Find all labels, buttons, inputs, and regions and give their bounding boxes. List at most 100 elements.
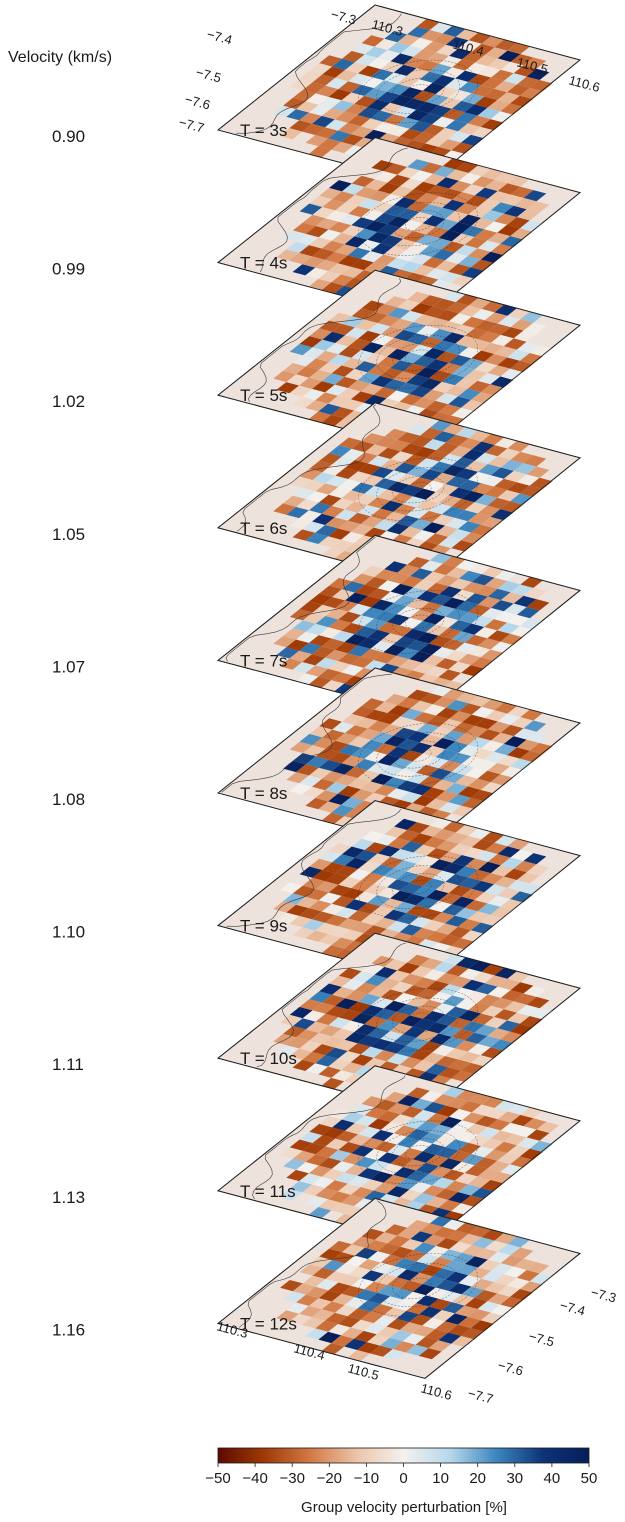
- grid-cell: [471, 615, 495, 627]
- grid-cell: [497, 581, 521, 593]
- grid-cell: [380, 1296, 404, 1308]
- grid-cell: [387, 174, 411, 186]
- grid-cell: [331, 804, 355, 817]
- grid-cell: [393, 329, 417, 342]
- grid-cell: [500, 194, 524, 206]
- grid-cell: [445, 517, 468, 529]
- grid-cell: [396, 647, 420, 660]
- grid-cell: [371, 732, 394, 744]
- grid-cell: [350, 126, 374, 138]
- grid-cell: [377, 1152, 400, 1164]
- grid-cell: [406, 109, 429, 121]
- grid-cell: [416, 101, 439, 114]
- grid-cell: [407, 689, 430, 701]
- grid-cell: [412, 1151, 436, 1163]
- grid-cell: [360, 781, 384, 793]
- grid-cell: [299, 1040, 322, 1052]
- grid-cell: [302, 82, 326, 94]
- grid-cell: [305, 491, 329, 503]
- grid-cell: [410, 833, 433, 845]
- grid-cell: [361, 607, 384, 619]
- grid-cell: [321, 108, 345, 120]
- grid-cell: [494, 1141, 517, 1153]
- grid-cell: [357, 107, 381, 119]
- grid-cell: [429, 1215, 453, 1227]
- grid-cell: [474, 229, 498, 241]
- grid-cell: [526, 68, 550, 80]
- grid-cell: [487, 456, 511, 468]
- grid-cell: [410, 303, 433, 315]
- grid-cell: [432, 912, 455, 924]
- grid-cell: [348, 1266, 371, 1279]
- grid-cell: [403, 761, 426, 773]
- grid-cell: [338, 1183, 361, 1195]
- grid-cell: [374, 701, 398, 713]
- grid-cell: [526, 1262, 550, 1274]
- grid-cell: [422, 920, 446, 932]
- grid-cell: [458, 786, 481, 798]
- grid-cell: [321, 680, 345, 692]
- grid-cell: [373, 784, 397, 797]
- grid-cell: [309, 991, 333, 1003]
- grid-cell: [325, 517, 348, 529]
- grid-cell: [516, 209, 540, 221]
- grid-cell: [419, 908, 442, 920]
- grid-cell: [494, 172, 518, 184]
- grid-cell: [396, 473, 420, 485]
- grid-cell: [458, 570, 482, 582]
- grid-cell: [429, 196, 453, 208]
- grid-cell: [367, 455, 391, 467]
- grid-cell: [364, 46, 388, 58]
- grid-cell: [296, 101, 319, 113]
- grid-cell: [383, 1042, 407, 1054]
- grid-cell: [341, 1153, 365, 1165]
- grid-cell: [286, 109, 309, 121]
- grid-cell: [529, 80, 553, 92]
- grid-cell: [399, 128, 423, 140]
- velocity-value: 1.05: [52, 525, 85, 544]
- grid-cell: [383, 1265, 407, 1278]
- grid-cell: [364, 618, 388, 630]
- grid-cell: [497, 978, 521, 991]
- grid-cell: [468, 869, 491, 881]
- grid-cell: [420, 162, 443, 174]
- grid-cell: [464, 634, 488, 646]
- grid-cell: [374, 303, 398, 316]
- grid-cell: [332, 589, 355, 601]
- grid-cell: [432, 340, 456, 352]
- grid-cell: [507, 42, 531, 55]
- grid-cell: [478, 331, 501, 343]
- colorbar-tick-label: 50: [581, 1470, 598, 1487]
- grid-cell: [331, 763, 355, 775]
- grid-cell: [400, 1148, 423, 1160]
- grid-cell: [438, 893, 462, 905]
- grid-cell: [305, 930, 329, 942]
- grid-cell: [383, 511, 407, 524]
- grid-cell: [422, 745, 446, 758]
- grid-cell: [409, 1007, 433, 1019]
- grid-cell: [319, 585, 342, 597]
- grid-cell: [289, 741, 313, 753]
- grid-cell: [409, 120, 433, 133]
- grid-cell: [410, 700, 433, 713]
- grid-cell: [396, 1310, 420, 1323]
- grid-cell: [308, 1207, 332, 1219]
- grid-cell: [309, 858, 333, 870]
- grid-cell: [342, 581, 365, 593]
- grid-cell: [429, 859, 453, 871]
- grid-cell: [462, 184, 485, 196]
- grid-cell: [373, 1050, 397, 1062]
- grid-cell: [302, 388, 326, 401]
- grid-cell: [292, 222, 316, 234]
- grid-cell: [416, 458, 440, 470]
- grid-cell: [344, 368, 368, 381]
- grid-cell: [289, 650, 313, 662]
- grid-cell: [432, 647, 455, 659]
- grid-cell: [433, 33, 456, 45]
- grid-cell: [367, 57, 391, 70]
- grid-cell: [426, 848, 450, 860]
- grid-cell: [491, 467, 514, 479]
- grid-cell: [370, 773, 394, 785]
- grid-cell: [487, 1293, 511, 1305]
- grid-cell: [439, 718, 462, 731]
